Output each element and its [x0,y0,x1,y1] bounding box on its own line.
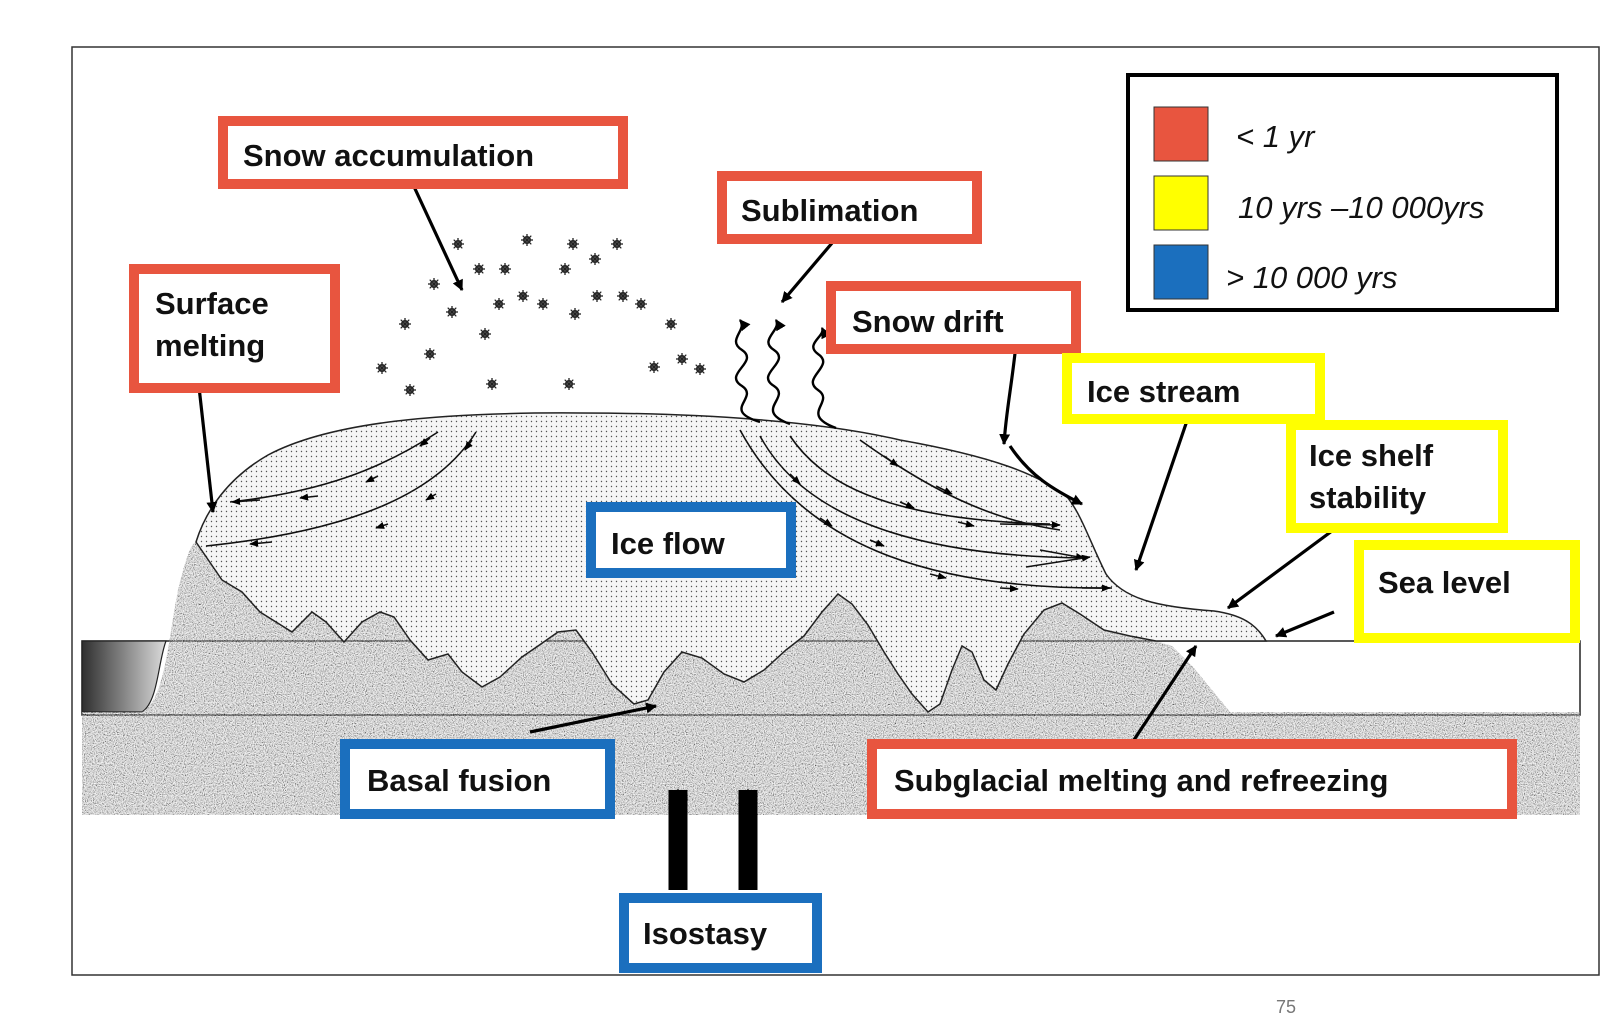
label-ice-flow: Ice flow [586,502,796,578]
legend-swatch-long [1153,244,1209,300]
svg-text:Sea level: Sea level [1378,565,1511,600]
legend: < 1 yr 10 yrs –10 000yrs > 10 000 yrs [1126,73,1559,312]
legend-label-medium: 10 yrs –10 000yrs [1238,190,1484,225]
sublimation-squiggles [734,319,837,430]
svg-text:Sublimation: Sublimation [741,193,918,228]
isostasy-arrows [668,788,758,890]
label-isostasy: Isostasy [619,893,822,973]
svg-text:Ice flow: Ice flow [611,526,726,561]
label-sublimation: Sublimation [717,171,982,244]
label-subglacial-melting: Subglacial melting and refreezing [867,739,1517,819]
svg-text:Snow accumulation: Snow accumulation [243,138,534,173]
svg-text:Ice stream: Ice stream [1087,374,1240,409]
ice-flow-arrowheads [231,437,1111,593]
label-sea-level: Sea level [1354,540,1580,643]
label-ice-shelf-stability: Ice shelf stability [1286,420,1508,533]
label-basal-fusion: Basal fusion [340,739,615,819]
svg-text:melting: melting [155,328,265,363]
label-snow-drift: Snow drift [826,281,1081,354]
svg-text:Subglacial melting and refreez: Subglacial melting and refreezing [894,763,1388,798]
label-snow-accumulation: Snow accumulation [218,116,628,189]
svg-text:Surface: Surface [155,286,269,321]
legend-swatch-medium [1153,175,1209,231]
legend-swatch-short [1153,106,1209,162]
svg-text:Ice shelf: Ice shelf [1309,438,1434,473]
svg-text:Isostasy: Isostasy [643,916,768,951]
label-ice-stream: Ice stream [1062,353,1325,424]
svg-text:Snow drift: Snow drift [852,304,1004,339]
label-surface-melting: Surface melting [129,264,340,393]
legend-label-short: < 1 yr [1236,119,1316,154]
svg-text:stability: stability [1309,480,1427,515]
page-number: 75 [1276,997,1296,1013]
pointer-arrows [196,177,1337,759]
legend-label-long: > 10 000 yrs [1226,260,1397,295]
coastal-cliff [81,640,167,713]
svg-text:Basal fusion: Basal fusion [367,763,551,798]
